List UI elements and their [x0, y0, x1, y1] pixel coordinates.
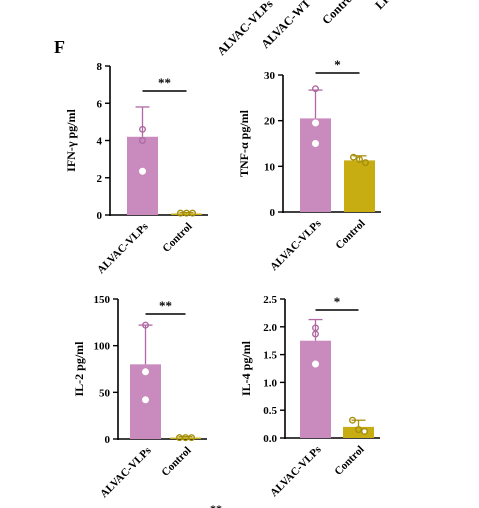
bar-alvac-vlps — [127, 136, 158, 215]
data-point — [138, 125, 146, 133]
data-point — [349, 416, 357, 424]
y-tick-label: 2.0 — [263, 322, 277, 334]
y-axis-label: IL-2 pg/ml — [72, 341, 86, 397]
bar-control — [344, 160, 375, 212]
y-tick-label: 1.5 — [263, 350, 277, 362]
data-point — [361, 427, 369, 435]
data-point — [141, 368, 149, 376]
y-tick-label: 0 — [270, 207, 276, 219]
y-tick-label: 6 — [97, 98, 103, 110]
y-tick-label: 0.0 — [263, 433, 277, 445]
y-tick-label: 0 — [97, 210, 103, 222]
data-point — [350, 153, 358, 161]
bar-alvac-vlps — [300, 340, 331, 438]
significance-label: * — [334, 57, 341, 72]
y-tick-label: 2 — [97, 173, 103, 185]
data-point — [312, 330, 320, 338]
data-point — [312, 360, 320, 368]
y-tick-label: 0 — [105, 434, 111, 446]
y-tick-label: 2.5 — [263, 294, 277, 306]
y-axis-label: IFN-γ pg/ml — [64, 109, 78, 172]
top-label-control: Control — [319, 0, 357, 27]
category-label: Control — [159, 445, 193, 479]
data-point — [141, 396, 149, 404]
data-point — [187, 434, 195, 442]
bar-control — [170, 437, 201, 439]
data-point — [312, 85, 320, 93]
category-label: Control — [333, 218, 367, 252]
category-label: ALVAC-VLPs — [98, 444, 154, 500]
data-point — [312, 119, 320, 127]
y-tick-label: 4 — [97, 136, 103, 148]
y-tick-label: 0.5 — [263, 405, 277, 417]
chart-il-4: 0.0 0.5 1.0 1.5 2.0 2.5 IL-4 pg/ml ALVAC-VLPs Co… — [239, 294, 380, 499]
data-point — [312, 139, 320, 147]
top-cut-labels: ALVAC-VLPs ALVAC-WT Control LPS — [214, 0, 398, 58]
bar-control — [171, 213, 202, 215]
y-tick-label: 100 — [94, 341, 111, 353]
significance-label: * — [334, 294, 341, 309]
y-tick-label: 50 — [99, 387, 111, 399]
data-point — [141, 321, 149, 329]
bar-alvac-vlps — [300, 118, 331, 212]
bottom-cut-text: ** — [210, 502, 222, 508]
y-tick-label: 30 — [264, 70, 276, 82]
chart-il-2: 0 50 100 150 IL-2 pg/ml ALVAC-VLPs Control ** — [72, 294, 207, 500]
data-point — [188, 209, 196, 217]
category-label: ALVAC-VLPs — [268, 443, 324, 499]
y-tick-label: 10 — [264, 161, 276, 173]
data-point — [362, 159, 370, 167]
significance-label: ** — [158, 75, 171, 90]
top-label-lps: LPS — [372, 0, 398, 12]
chart-tnf-alpha: 0 10 20 30 TNF-α pg/ml ALVAC-VLPs Control * — [237, 57, 381, 273]
category-label: ALVAC-VLPs — [268, 217, 324, 273]
y-tick-label: 8 — [97, 61, 103, 73]
data-point — [138, 136, 146, 144]
significance-label: ** — [159, 298, 172, 313]
y-tick-label: 1.0 — [263, 377, 277, 389]
data-point — [138, 167, 146, 175]
y-axis-label: IL-4 pg/ml — [239, 340, 253, 396]
category-label: Control — [160, 221, 194, 255]
chart-ifn-gamma: 0 2 4 6 8 IFN-γ pg/ml ALVAC-VLPs Control ** — [64, 61, 208, 276]
category-label: Control — [332, 444, 366, 478]
y-tick-label: 150 — [94, 294, 111, 306]
panel-label: F — [54, 37, 65, 57]
data-point — [356, 155, 364, 163]
category-label: ALVAC-VLPs — [95, 220, 151, 276]
y-tick-label: 20 — [264, 116, 276, 128]
y-axis-label: TNF-α pg/ml — [237, 109, 251, 177]
data-point — [355, 426, 363, 434]
